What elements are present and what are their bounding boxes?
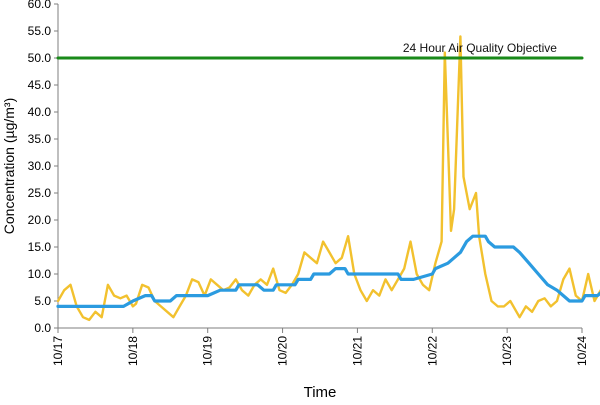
y-tick-label: 35.0	[28, 132, 52, 146]
y-tick-label: 60.0	[28, 0, 52, 11]
y-tick-label: 15.0	[28, 240, 52, 254]
axes-layer: 0.0 5.0 10.0 15.0 20.0 25.0 30.0 35.0 40.0 45.0 50…	[28, 0, 589, 366]
x-tick-label: 10/24	[575, 336, 589, 366]
y-tick-label: 45.0	[28, 78, 52, 92]
y-tick-label: 20.0	[28, 213, 52, 227]
x-tick-label: 10/19	[201, 336, 215, 366]
x-tick-label: 10/21	[350, 336, 364, 366]
x-tick-label: 10/20	[276, 336, 290, 366]
y-tick-label: 5.0	[34, 294, 51, 308]
y-tick-label: 10.0	[28, 267, 52, 281]
y-tick-label: 25.0	[28, 186, 52, 200]
series-layer	[56, 35, 600, 322]
y-tick-label: 50.0	[28, 51, 52, 65]
y-tick-label: 0.0	[34, 321, 51, 335]
x-axis-title: Time	[304, 384, 337, 400]
y-tick-label: 55.0	[28, 24, 52, 38]
objective-annotation: 24 Hour Air Quality Objective	[403, 41, 557, 55]
annotation-layer: 24 Hour Air Quality Objective	[403, 41, 557, 55]
rolling-average-line	[56, 234, 600, 308]
y-axis-title: Concentration (µg/m³)	[1, 98, 17, 234]
x-tick-label: 10/18	[126, 336, 140, 366]
hourly-concentration-line	[56, 35, 600, 322]
y-tick-label: 40.0	[28, 105, 52, 119]
x-tick-label: 10/23	[500, 336, 514, 366]
x-tick-label: 10/17	[51, 336, 65, 366]
y-tick-label: 30.0	[28, 159, 52, 173]
x-tick-label: 10/22	[425, 336, 439, 366]
